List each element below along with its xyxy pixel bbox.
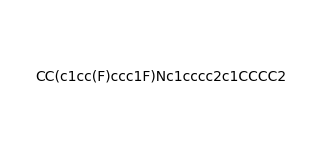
Text: CC(c1cc(F)ccc1F)Nc1cccc2c1CCCC2: CC(c1cc(F)ccc1F)Nc1cccc2c1CCCC2 xyxy=(35,69,287,83)
